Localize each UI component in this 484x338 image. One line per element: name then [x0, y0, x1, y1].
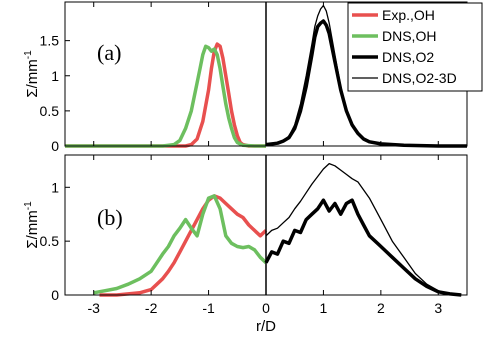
x-tick-label: 2 [377, 300, 385, 316]
series-line-dns-oh [65, 44, 266, 148]
legend-entry: DNS,O2 [382, 49, 434, 65]
series-line-dns-o2-3d [265, 162, 462, 296]
x-tick-label: -2 [145, 300, 158, 316]
x-tick-label: 0 [262, 300, 270, 316]
legend-entry: Exp.,OH [382, 7, 435, 23]
series-line-dns-o2-3d [265, 4, 467, 147]
panel-label: (a) [97, 40, 121, 65]
y-tick-label: 0 [51, 287, 59, 303]
y-axis-label: Σ/mm-1 [23, 50, 41, 98]
series-line-dns-oh [93, 194, 268, 295]
x-tick-label: 1 [320, 300, 328, 316]
series-line-dns-o2 [264, 198, 462, 297]
y-tick-label: 0 [51, 138, 59, 154]
y-tick-label: 1 [51, 179, 59, 195]
panel-b: 0 0.5 1 (b) Σ/mm-1 [23, 154, 468, 303]
y-axis-label: Σ/mm-1 [23, 201, 41, 249]
x-axis: -3 -2 -1 0 1 2 3 r/D [87, 300, 442, 335]
y-tick-label: 1 [51, 68, 59, 84]
series-line-dns-o2 [265, 19, 467, 148]
x-tick-label: -3 [87, 300, 100, 316]
x-tick-label: -1 [202, 300, 215, 316]
y-tick-label: 0.5 [40, 103, 60, 119]
legend-entry: DNS,OH [382, 28, 436, 44]
y-tick-label: 1.5 [40, 33, 60, 49]
series-line-exp-oh [99, 194, 268, 297]
legend: Exp.,OH DNS,OH DNS,O2 DNS,O2-3D [347, 2, 483, 92]
x-tick-label: 3 [434, 300, 442, 316]
legend-box [347, 2, 483, 92]
x-axis-label: r/D [256, 318, 276, 335]
y-tick-label: 0.5 [40, 233, 60, 249]
panel-label: (b) [97, 205, 123, 230]
series-line-exp-oh [65, 42, 266, 148]
legend-entry: DNS,O2-3D [382, 70, 457, 86]
